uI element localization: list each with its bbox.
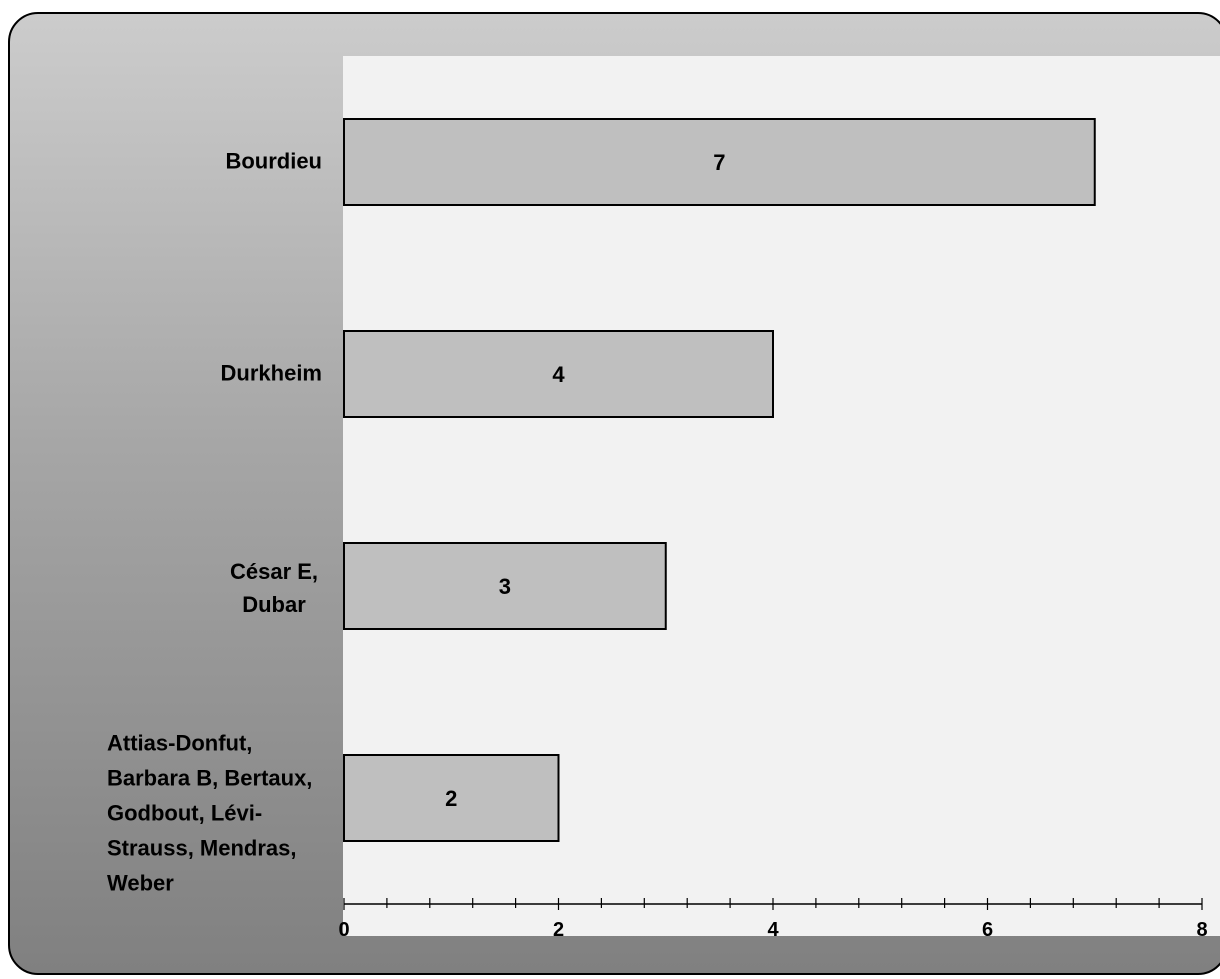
- x-tick-label-6: 6: [982, 919, 993, 941]
- x-axis: 0 2 4 6 8: [338, 898, 1208, 941]
- category-labels: Bourdieu Durkheim César E, Dubar Attias-Donf…: [107, 149, 322, 896]
- bar-4: [343, 754, 560, 842]
- x-tick-label-8: 8: [1196, 919, 1207, 941]
- bar-value-label-4: 2: [445, 786, 457, 811]
- category-label-line: Bourdieu: [225, 149, 322, 174]
- category-label-line: Dubar: [242, 592, 306, 617]
- category-label-line: Godbout, Lévi-: [107, 801, 262, 826]
- category-label-line: Attias-Donfut,: [107, 731, 252, 756]
- category-label-2: Durkheim: [221, 361, 322, 386]
- bar-1: [343, 118, 1096, 206]
- x-tick-label-2: 2: [553, 919, 564, 941]
- category-label-3: César E, Dubar: [230, 559, 318, 617]
- bars-layer: 7 4 3 2: [343, 118, 1096, 842]
- category-label-line: Weber: [107, 871, 174, 896]
- bar-3: [343, 542, 667, 630]
- x-tick-label-4: 4: [767, 919, 779, 941]
- category-label-line: Durkheim: [221, 361, 322, 386]
- bar-value-label-3: 3: [499, 574, 511, 599]
- category-label-line: Barbara B, Bertaux,: [107, 766, 312, 791]
- category-label-1: Bourdieu: [225, 149, 322, 174]
- category-label-line: César E,: [230, 559, 318, 584]
- bar-value-label-1: 7: [713, 150, 725, 175]
- bar-chart: 7 4 3 2 Bourdieu Durkheim César E, Dubar Attias…: [107, 56, 1220, 941]
- category-label-4: Attias-Donfut, Barbara B, Bertaux, Godbout…: [107, 731, 312, 896]
- x-tick-label-0: 0: [338, 919, 349, 941]
- category-label-line: Strauss, Mendras,: [107, 836, 297, 861]
- bar-value-label-2: 4: [552, 362, 565, 387]
- chart-frame: 7 4 3 2 Bourdieu Durkheim César E, Dubar Attias…: [8, 12, 1220, 975]
- bar-2: [343, 330, 774, 418]
